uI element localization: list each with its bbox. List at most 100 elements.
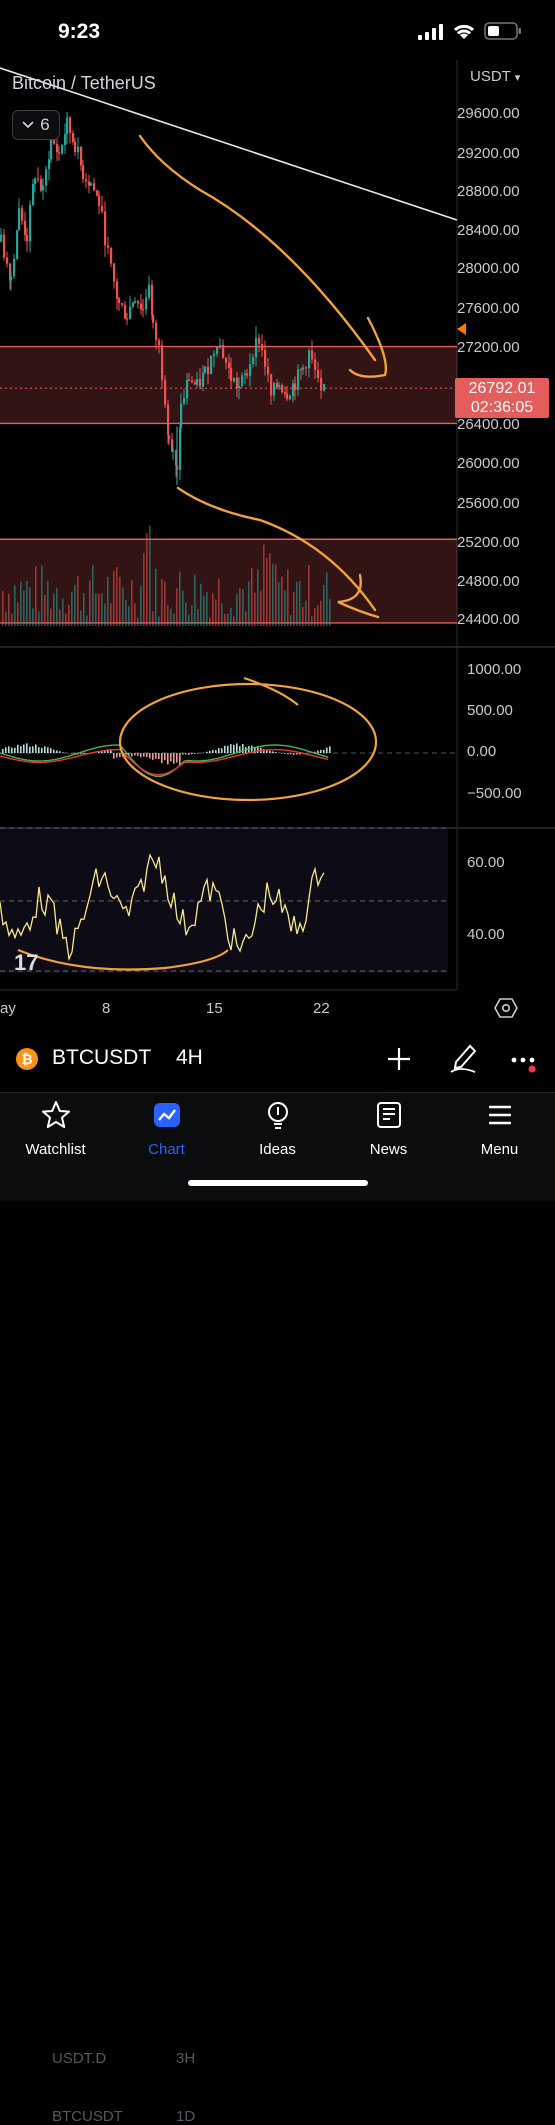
macd-histogram-bar — [131, 753, 133, 756]
volume-bar — [269, 553, 271, 626]
more-options-icon[interactable] — [510, 1052, 538, 1074]
macd-histogram-bar — [236, 743, 238, 753]
candle-body — [270, 374, 272, 395]
tab-chart[interactable]: Chart — [111, 1100, 222, 1158]
drawing-pen-icon[interactable] — [448, 1042, 478, 1074]
volume-bar — [14, 586, 16, 626]
macd-histogram-bar — [218, 748, 220, 753]
macd-histogram-bar — [170, 753, 172, 761]
interval-selector[interactable]: 4H — [176, 1046, 203, 1070]
volume-bar — [113, 571, 115, 626]
candle-body — [297, 369, 299, 390]
volume-bar — [125, 600, 127, 626]
chart-symbol-title: Bitcoin / TetherUS — [12, 73, 156, 94]
tab-menu[interactable]: Menu — [444, 1100, 555, 1158]
macd-histogram-bar — [158, 753, 160, 759]
volume-bar — [164, 582, 166, 626]
macd-histogram-bar — [272, 751, 274, 753]
candle-body — [183, 398, 185, 404]
macd-histogram-bar — [326, 748, 328, 753]
volume-bar — [170, 609, 172, 626]
volume-bar — [146, 533, 148, 626]
macd-histogram-bar — [212, 750, 214, 753]
ghost-symbol-next: BTCUSDT — [52, 2108, 123, 2125]
candle-body — [179, 427, 181, 469]
candle-body — [216, 347, 218, 354]
macd-histogram-bar — [209, 751, 211, 753]
volume-bar — [32, 608, 34, 626]
macd-histogram-bar — [197, 753, 199, 754]
candle-body — [207, 367, 209, 374]
macd-histogram-bar — [20, 746, 22, 753]
candle-body — [167, 405, 169, 435]
volume-bar — [206, 592, 208, 626]
candle-body — [152, 315, 154, 323]
candle-body — [64, 134, 66, 145]
volume-bar — [326, 572, 328, 626]
add-icon[interactable] — [386, 1046, 412, 1072]
volume-bar — [320, 601, 322, 626]
tab-news[interactable]: News — [333, 1100, 444, 1158]
candle-body — [134, 301, 136, 302]
volume-bar — [116, 567, 118, 626]
price-axis-label: 26000.00 — [457, 455, 543, 472]
macd-histogram-bar — [221, 748, 223, 753]
tab-watchlist[interactable]: Watchlist — [0, 1100, 111, 1158]
macd-histogram-bar — [227, 746, 229, 753]
settings-hexagon-icon[interactable] — [494, 996, 518, 1020]
candle-body — [244, 373, 246, 375]
candle-body — [132, 302, 134, 306]
symbol-selector[interactable]: BTCUSDT — [52, 1046, 151, 1070]
volume-bar — [278, 582, 280, 626]
candle-body — [186, 380, 188, 398]
volume-bar — [80, 611, 82, 626]
macd-histogram-bar — [320, 750, 322, 753]
macd-histogram-bar — [269, 751, 271, 753]
candle-body — [66, 117, 68, 134]
tab-ideas[interactable]: Ideas — [222, 1100, 333, 1158]
status-bar: 9:23 — [0, 0, 555, 60]
candle-body — [61, 145, 63, 153]
bar-countdown: 02:36:05 — [455, 398, 549, 417]
price-axis-label: 25600.00 — [457, 495, 543, 512]
candle-body — [82, 165, 84, 179]
currency-selector[interactable]: USDT ▾ — [470, 68, 520, 85]
volume-bar — [242, 589, 244, 626]
candle-body — [158, 340, 160, 345]
candle-body — [219, 345, 221, 347]
price-scale-marker-icon — [457, 323, 466, 335]
macd-histogram-bar — [206, 752, 208, 753]
rsi-axis-label: 60.00 — [467, 854, 505, 871]
candle-body — [191, 380, 193, 382]
candle-body — [168, 435, 170, 439]
volume-bar — [221, 603, 223, 626]
volume-bar — [275, 565, 277, 627]
candle-body — [238, 386, 240, 388]
macd-histogram-bar — [146, 753, 148, 757]
candle-body — [236, 378, 238, 388]
volume-bar — [62, 599, 64, 626]
candle-body — [202, 373, 204, 387]
candle-body — [21, 208, 23, 220]
volume-bar — [152, 611, 154, 626]
volume-bar — [104, 603, 106, 626]
volume-bar — [308, 565, 310, 626]
candle-body — [276, 383, 278, 387]
macd-histogram-bar — [242, 744, 244, 753]
macd-histogram-bar — [290, 753, 292, 754]
candle-body — [258, 338, 260, 344]
volume-bar — [59, 610, 61, 626]
macd-histogram-bar — [224, 746, 226, 753]
indicators-toggle-button[interactable]: 6 — [12, 110, 60, 140]
x-axis-label: 22 — [313, 1000, 330, 1017]
macd-histogram-bar — [119, 753, 121, 757]
candle-body — [261, 344, 263, 350]
candle-body — [118, 299, 120, 304]
candle-body — [225, 358, 227, 363]
candle-body — [16, 230, 18, 259]
candle-body — [40, 179, 42, 190]
macd-histogram-bar — [47, 747, 49, 753]
volume-bar — [188, 614, 190, 626]
volume-bar — [158, 617, 160, 626]
volume-bar — [71, 592, 73, 626]
